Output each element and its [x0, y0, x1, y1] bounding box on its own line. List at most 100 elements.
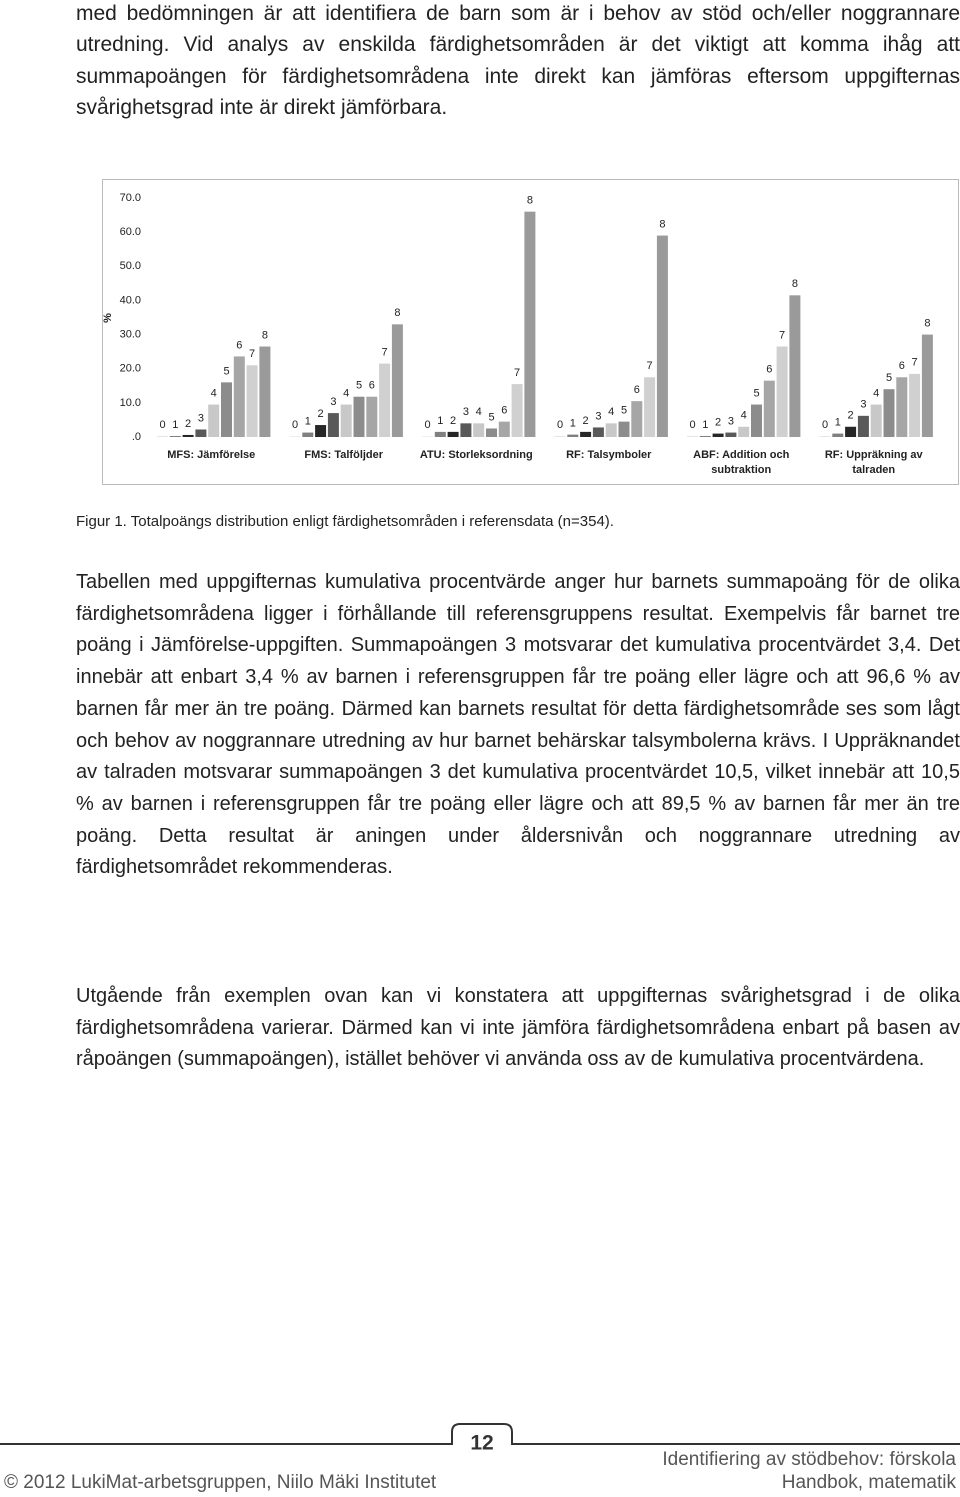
- chart: % .010.020.030.040.050.060.070.00 1 2 34567…: [102, 179, 959, 485]
- bar-label: 4: [343, 387, 349, 399]
- bar-label: 8: [394, 307, 400, 319]
- bar-label: 1: [570, 418, 576, 430]
- bar: [195, 429, 207, 437]
- paragraph: med bedömningen är att identifiera de ba…: [76, 2, 960, 119]
- bar-label: 3: [595, 410, 601, 422]
- bar: [687, 435, 698, 437]
- bar: [353, 396, 365, 437]
- bar: [751, 404, 762, 437]
- x-tick-label: ATU: Storleksordning: [419, 449, 533, 461]
- bar: [618, 421, 630, 437]
- bar-label: 5: [621, 405, 627, 417]
- bar-label: 1: [172, 419, 178, 431]
- bar-label: 0: [557, 419, 563, 431]
- bar-label: 4: [211, 387, 217, 399]
- bar-label: 6: [369, 380, 375, 392]
- y-axis-label: %: [102, 313, 114, 323]
- x-tick-label-box: FMS: Talföljder: [304, 449, 384, 461]
- bar: [832, 433, 844, 437]
- bar-label: 7: [514, 367, 520, 379]
- bar: [567, 434, 579, 437]
- x-tick-label-box: ABF: Addition och subtraktion: [693, 449, 790, 476]
- bar: [712, 433, 724, 437]
- bar: [486, 428, 497, 437]
- bar-label: 5: [886, 372, 892, 384]
- bar: [921, 334, 933, 437]
- bar: [473, 423, 485, 437]
- bar: [460, 423, 472, 437]
- figure-caption: Figur 1. Totalpoängs distribution enligt…: [76, 513, 614, 530]
- bar-label: 0: [689, 419, 695, 431]
- x-tick-label: FMS: Talföljder: [304, 449, 384, 461]
- x-tick-label-box: RF: Talsymboler: [566, 449, 652, 461]
- footer-line: [0, 1423, 960, 1445]
- x-tick-label: RF: Talsymboler: [566, 449, 652, 461]
- bar-label: 7: [382, 346, 388, 358]
- bar-label: 5: [223, 365, 229, 377]
- bar-label: 6: [899, 360, 905, 372]
- bar-label: 4: [741, 410, 747, 422]
- bar-label: 4: [608, 406, 614, 418]
- bar: [315, 425, 327, 437]
- x-tick-label: MFS: Jämförelse: [167, 449, 256, 461]
- bar-label: 5: [488, 411, 494, 423]
- bar: [883, 389, 895, 437]
- bar: [592, 427, 604, 437]
- bar: [391, 324, 403, 437]
- page-number: 12: [470, 1432, 493, 1455]
- book-title: Identifiering av stödbehov: förskola: [662, 1449, 956, 1470]
- bar-label: 2: [450, 415, 456, 427]
- bar: [605, 423, 617, 437]
- bar-label: 1: [702, 419, 708, 431]
- bar: [327, 413, 339, 437]
- book-subtitle: Handbok, matematik: [781, 1472, 956, 1493]
- bar-label: 4: [873, 387, 879, 399]
- bar-label: 2: [848, 410, 854, 422]
- bar: [524, 211, 536, 437]
- bar-label: 6: [766, 364, 772, 376]
- bar-label: 2: [715, 416, 721, 428]
- bar-label: 0: [822, 419, 828, 431]
- bar: [208, 404, 220, 437]
- bar: [776, 346, 788, 437]
- bar: [233, 356, 245, 437]
- bar-label: 7: [912, 357, 918, 369]
- bar-label: 6: [236, 339, 242, 351]
- bar: [498, 421, 510, 437]
- bar-label: 7: [249, 348, 255, 360]
- bar: [656, 235, 668, 437]
- bar-label: 8: [924, 317, 930, 329]
- bar: [246, 365, 258, 437]
- y-tick-label: 40.0: [120, 294, 141, 306]
- bar: [909, 373, 921, 437]
- x-tick-label-box: MFS: Jämförelse: [167, 449, 256, 461]
- y-tick-label: 20.0: [120, 363, 141, 375]
- y-tick-label: 50.0: [120, 260, 141, 272]
- bar: [379, 363, 391, 437]
- bar: [259, 346, 271, 437]
- bar-label: 2: [583, 415, 589, 427]
- bar: [763, 380, 775, 437]
- x-tick-label: ABF: Addition och subtraktion: [693, 449, 790, 476]
- bar-label: 8: [659, 218, 665, 230]
- bar: [845, 426, 857, 437]
- y-tick-label: .0: [132, 431, 141, 443]
- bar: [554, 435, 566, 437]
- x-tick-label-box: RF: Uppräkning av talraden: [825, 449, 923, 476]
- bar: [289, 436, 301, 437]
- bar: [182, 434, 194, 437]
- bar-label: 5: [753, 387, 759, 399]
- bar: [819, 435, 831, 437]
- bar: [725, 432, 737, 437]
- bar-label: 2: [185, 418, 191, 430]
- bar-label: 3: [860, 399, 866, 411]
- bar: [221, 382, 232, 437]
- bar-label: 5: [356, 380, 362, 392]
- bar: [340, 404, 352, 437]
- bar: [738, 426, 750, 437]
- y-tick-label: 70.0: [120, 192, 141, 204]
- bar-label: 6: [634, 384, 640, 396]
- bar: [366, 396, 378, 437]
- bar-label: 2: [318, 408, 324, 420]
